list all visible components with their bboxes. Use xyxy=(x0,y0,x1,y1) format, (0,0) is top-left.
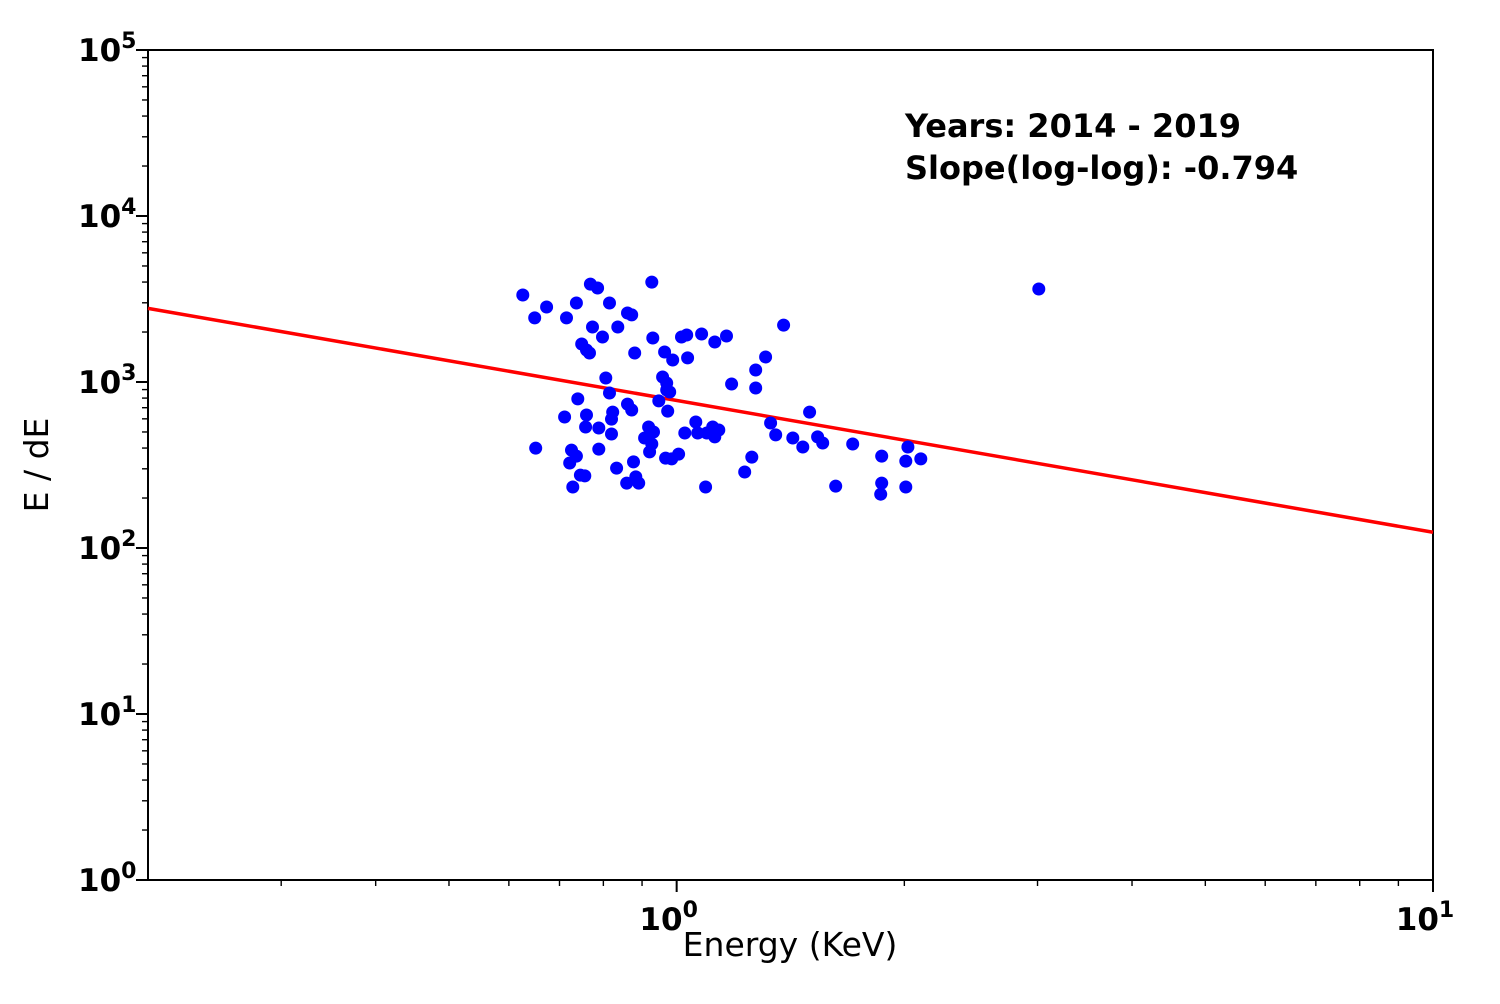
scatter-point xyxy=(583,346,596,360)
tick-label: 105 xyxy=(78,29,136,69)
annotation-slope: Slope(log-log): -0.794 xyxy=(905,149,1298,187)
fit-line-segment xyxy=(147,306,1434,534)
tick-label: 101 xyxy=(78,693,136,733)
scatter-point xyxy=(563,456,577,470)
y-axis-label: E / dE xyxy=(17,418,56,513)
scatter-point xyxy=(620,476,634,490)
tick-label: 103 xyxy=(78,361,136,401)
scatter-point xyxy=(596,330,609,344)
scatter-point xyxy=(681,351,695,365)
tick-label: 100 xyxy=(639,898,697,938)
scatter-point xyxy=(610,461,624,475)
scatter-point xyxy=(540,300,554,314)
x-axis-label: Energy (KeV) xyxy=(683,925,898,964)
scatter-point xyxy=(914,452,928,466)
scatter-point xyxy=(899,480,913,494)
fit-line xyxy=(147,306,1434,534)
annotation-years: Years: 2014 - 2019 xyxy=(904,107,1241,145)
tick-label: 101 xyxy=(1396,898,1454,938)
scatter-point xyxy=(759,350,773,364)
scatter-point xyxy=(672,447,686,461)
scatter-point xyxy=(738,465,752,479)
scatter-point xyxy=(875,449,889,463)
scatter-point xyxy=(603,386,616,400)
tick-label: 100 xyxy=(78,859,136,899)
tick-label: 104 xyxy=(78,195,136,235)
scatter-point xyxy=(643,445,657,459)
scatter-point xyxy=(580,408,593,422)
scatter-point xyxy=(528,311,542,325)
scatter-point xyxy=(560,311,573,325)
scatter-point xyxy=(678,426,692,440)
scatter-point xyxy=(1032,282,1046,296)
scatter-point xyxy=(591,281,605,295)
tick-label: 102 xyxy=(78,527,136,567)
scatter-point xyxy=(695,327,709,341)
scatter-point xyxy=(516,288,530,302)
scatter-point xyxy=(571,392,585,406)
scatter-point xyxy=(691,426,705,440)
scatter-point xyxy=(769,428,783,442)
scatter-point xyxy=(611,320,625,334)
plot-area xyxy=(147,49,1434,881)
scatter-point xyxy=(720,329,733,343)
scatter-point xyxy=(875,476,889,490)
scatter-point xyxy=(529,441,543,455)
scatter-point xyxy=(846,437,860,451)
scatter-point xyxy=(578,469,592,483)
scatter-point xyxy=(901,440,915,454)
scatter-point xyxy=(689,415,703,429)
scatter-point xyxy=(829,479,843,493)
scatter-point xyxy=(708,430,722,444)
scatter-point xyxy=(725,377,739,391)
scatter-point xyxy=(625,308,639,322)
scatter-point xyxy=(605,412,618,426)
scatter-point xyxy=(592,442,606,456)
y-axis-ticks xyxy=(136,49,148,881)
scatter-point xyxy=(629,470,643,484)
scatter-point xyxy=(749,381,763,395)
scatter-point xyxy=(663,385,677,399)
scatter-point xyxy=(627,455,640,469)
scatter-point xyxy=(646,331,660,345)
scatter-point xyxy=(566,480,580,494)
scatter-point xyxy=(605,427,618,441)
scatter-point xyxy=(569,296,583,310)
scatter-point xyxy=(599,371,613,385)
scatter-points xyxy=(516,275,1046,501)
x-axis-tick-labels: 100 101 xyxy=(639,898,1454,938)
scatter-point xyxy=(658,345,672,359)
scatter-point xyxy=(699,480,713,494)
scatter-point xyxy=(645,275,659,289)
scatter-point xyxy=(558,410,572,424)
scatter-point xyxy=(628,346,642,360)
scatter-point xyxy=(592,421,606,435)
scatter-point xyxy=(777,318,791,332)
scatter-point xyxy=(708,335,722,349)
scatter-point xyxy=(603,296,616,310)
scatter-point xyxy=(625,403,639,417)
scatter-point xyxy=(652,394,666,408)
scatter-point xyxy=(745,450,759,464)
scatter-point xyxy=(666,353,680,367)
x-axis-ticks xyxy=(280,880,1434,892)
scatter-point xyxy=(874,487,888,501)
scatter-point xyxy=(796,440,810,454)
scatter-point xyxy=(803,405,817,419)
scatter-point xyxy=(661,404,675,418)
scatter-point xyxy=(816,436,830,450)
scatter-point xyxy=(899,454,913,468)
y-axis-tick-labels: 100 101 102 103 104 105 xyxy=(78,29,136,899)
scatter-point xyxy=(579,420,593,434)
scatter-point xyxy=(786,431,800,445)
scatter-point xyxy=(764,416,778,430)
scatter-point xyxy=(586,320,599,334)
scatter-point xyxy=(680,328,694,342)
scatter-point xyxy=(749,363,763,377)
